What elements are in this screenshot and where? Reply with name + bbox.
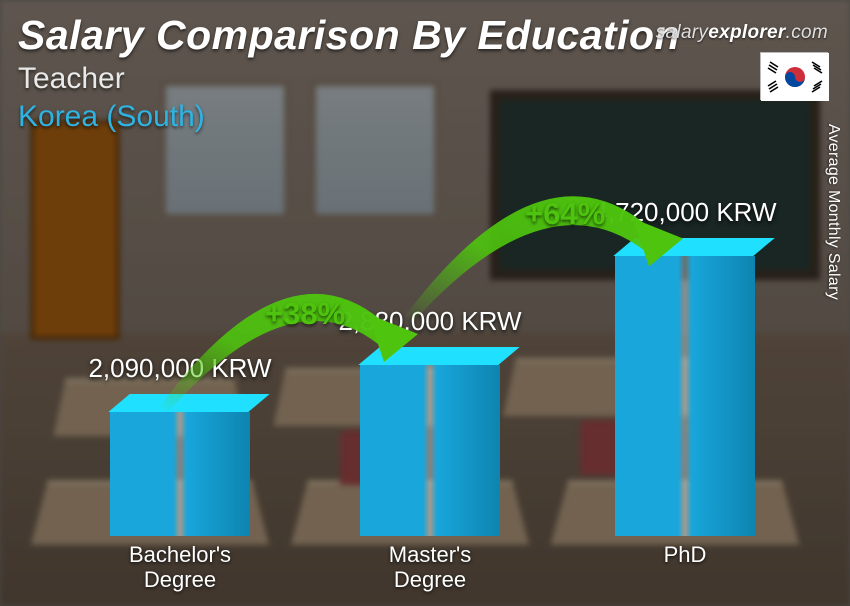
percent-increase-label: +38%: [265, 296, 345, 332]
increase-arrow: [150, 256, 430, 416]
bar-category-label: PhD: [575, 542, 795, 567]
chart-subtitle: Teacher: [18, 62, 125, 96]
chart-region: Korea (South): [18, 100, 205, 134]
infographic-stage: Salary Comparison By Education Teacher K…: [0, 0, 850, 606]
bar-front-face: [110, 412, 250, 536]
bar-category-label: Bachelor'sDegree: [70, 542, 290, 593]
brand-watermark: salaryexplorer.com: [656, 22, 828, 44]
percent-increase-label: +64%: [525, 196, 605, 232]
bar-chart: 2,090,000 KRWBachelor'sDegree2,880,000 K…: [0, 136, 850, 606]
chart-title: Salary Comparison By Education: [18, 12, 680, 59]
brand-prefix: salary: [656, 22, 708, 43]
brand-suffix: .com: [786, 22, 828, 43]
flag-icon: [760, 52, 828, 100]
bar-category-label: Master'sDegree: [320, 542, 540, 593]
brand-mid: explorer: [708, 22, 785, 43]
increase-arrow: [395, 156, 695, 326]
